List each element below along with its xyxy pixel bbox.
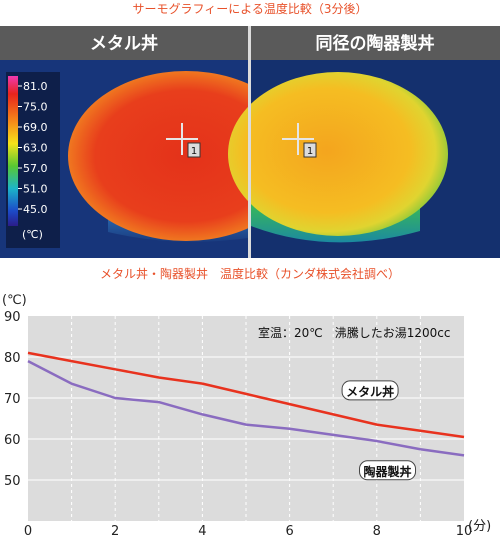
chart-caption: メタル丼・陶器製丼 温度比較（カンダ株式会社調べ） (99, 267, 400, 281)
temperature-scale-bar (8, 76, 18, 226)
y-tick-label: 90 (4, 310, 21, 325)
metal-cursor-marker (187, 142, 201, 158)
scale-label: 45.0 (23, 203, 48, 216)
y-tick-label: 50 (4, 474, 21, 489)
metal-panel-title: メタル丼 (90, 33, 158, 54)
metal-title-bar (0, 26, 248, 60)
x-tick-label: 4 (198, 524, 206, 537)
y-axis-ticks: 90 80 70 60 50 (4, 310, 21, 489)
x-axis-ticks: 0 2 4 6 8 10 (24, 524, 472, 537)
y-tick-label: 80 (4, 351, 21, 366)
ceramic-cursor-marker (303, 142, 317, 158)
series-label: 陶器製丼 (364, 464, 412, 479)
ceramic-crosshair-icon (282, 123, 314, 155)
thermography-caption: サーモグラフィーによる温度比較（3分後） (132, 2, 368, 16)
series-line-ceramic (27, 359, 465, 457)
ceramic-cursor-marker-label: 1 (307, 146, 313, 157)
scale-label: 57.0 (23, 162, 48, 175)
ceramic-panel-title: 同径の陶器製丼 (316, 33, 435, 54)
metal-cursor-marker-label: 1 (191, 146, 197, 157)
scale-label: 69.0 (23, 121, 48, 134)
temperature-line-chart: 90 80 70 60 50 0 2 4 6 8 10 (℃) (分) 室温：20℃ 沸騰したお湯… (0, 290, 500, 537)
x-tick-label: 2 (111, 524, 119, 537)
series-lines (27, 351, 465, 457)
y-tick-label: 70 (4, 392, 21, 407)
series-line-metal (27, 351, 465, 439)
temperature-scale-labels: 81.0 75.0 69.0 63.0 57.0 51.0 45.0 (18, 80, 48, 216)
y-tick-label: 60 (4, 433, 21, 448)
y-axis-unit: (℃) (2, 293, 27, 308)
scale-label: 75.0 (23, 101, 48, 114)
series-label: メタル丼 (346, 384, 394, 399)
scale-label: 63.0 (23, 142, 48, 155)
x-tick-label: 0 (24, 524, 32, 537)
thermography-image: メタル丼 同径の陶器製丼 81.0 75.0 69.0 63.0 57.0 51.0 45.… (0, 26, 500, 258)
ceramic-bowl-surface (228, 72, 448, 236)
scale-unit-label: (℃) (22, 228, 43, 241)
ceramic-title-bar (251, 26, 500, 60)
series-label-box (341, 380, 399, 401)
scale-label: 81.0 (23, 80, 48, 93)
series-label-box (359, 460, 417, 481)
metal-crosshair-icon (166, 123, 198, 155)
x-tick-label: 10 (456, 524, 473, 537)
scale-label: 51.0 (23, 183, 48, 196)
x-tick-label: 8 (373, 524, 381, 537)
x-tick-label: 6 (285, 524, 293, 537)
panel-divider (248, 26, 251, 258)
chart-note: 室温：20℃ 沸騰したお湯1200cc (258, 325, 450, 340)
x-axis-unit: (分) (468, 519, 491, 534)
